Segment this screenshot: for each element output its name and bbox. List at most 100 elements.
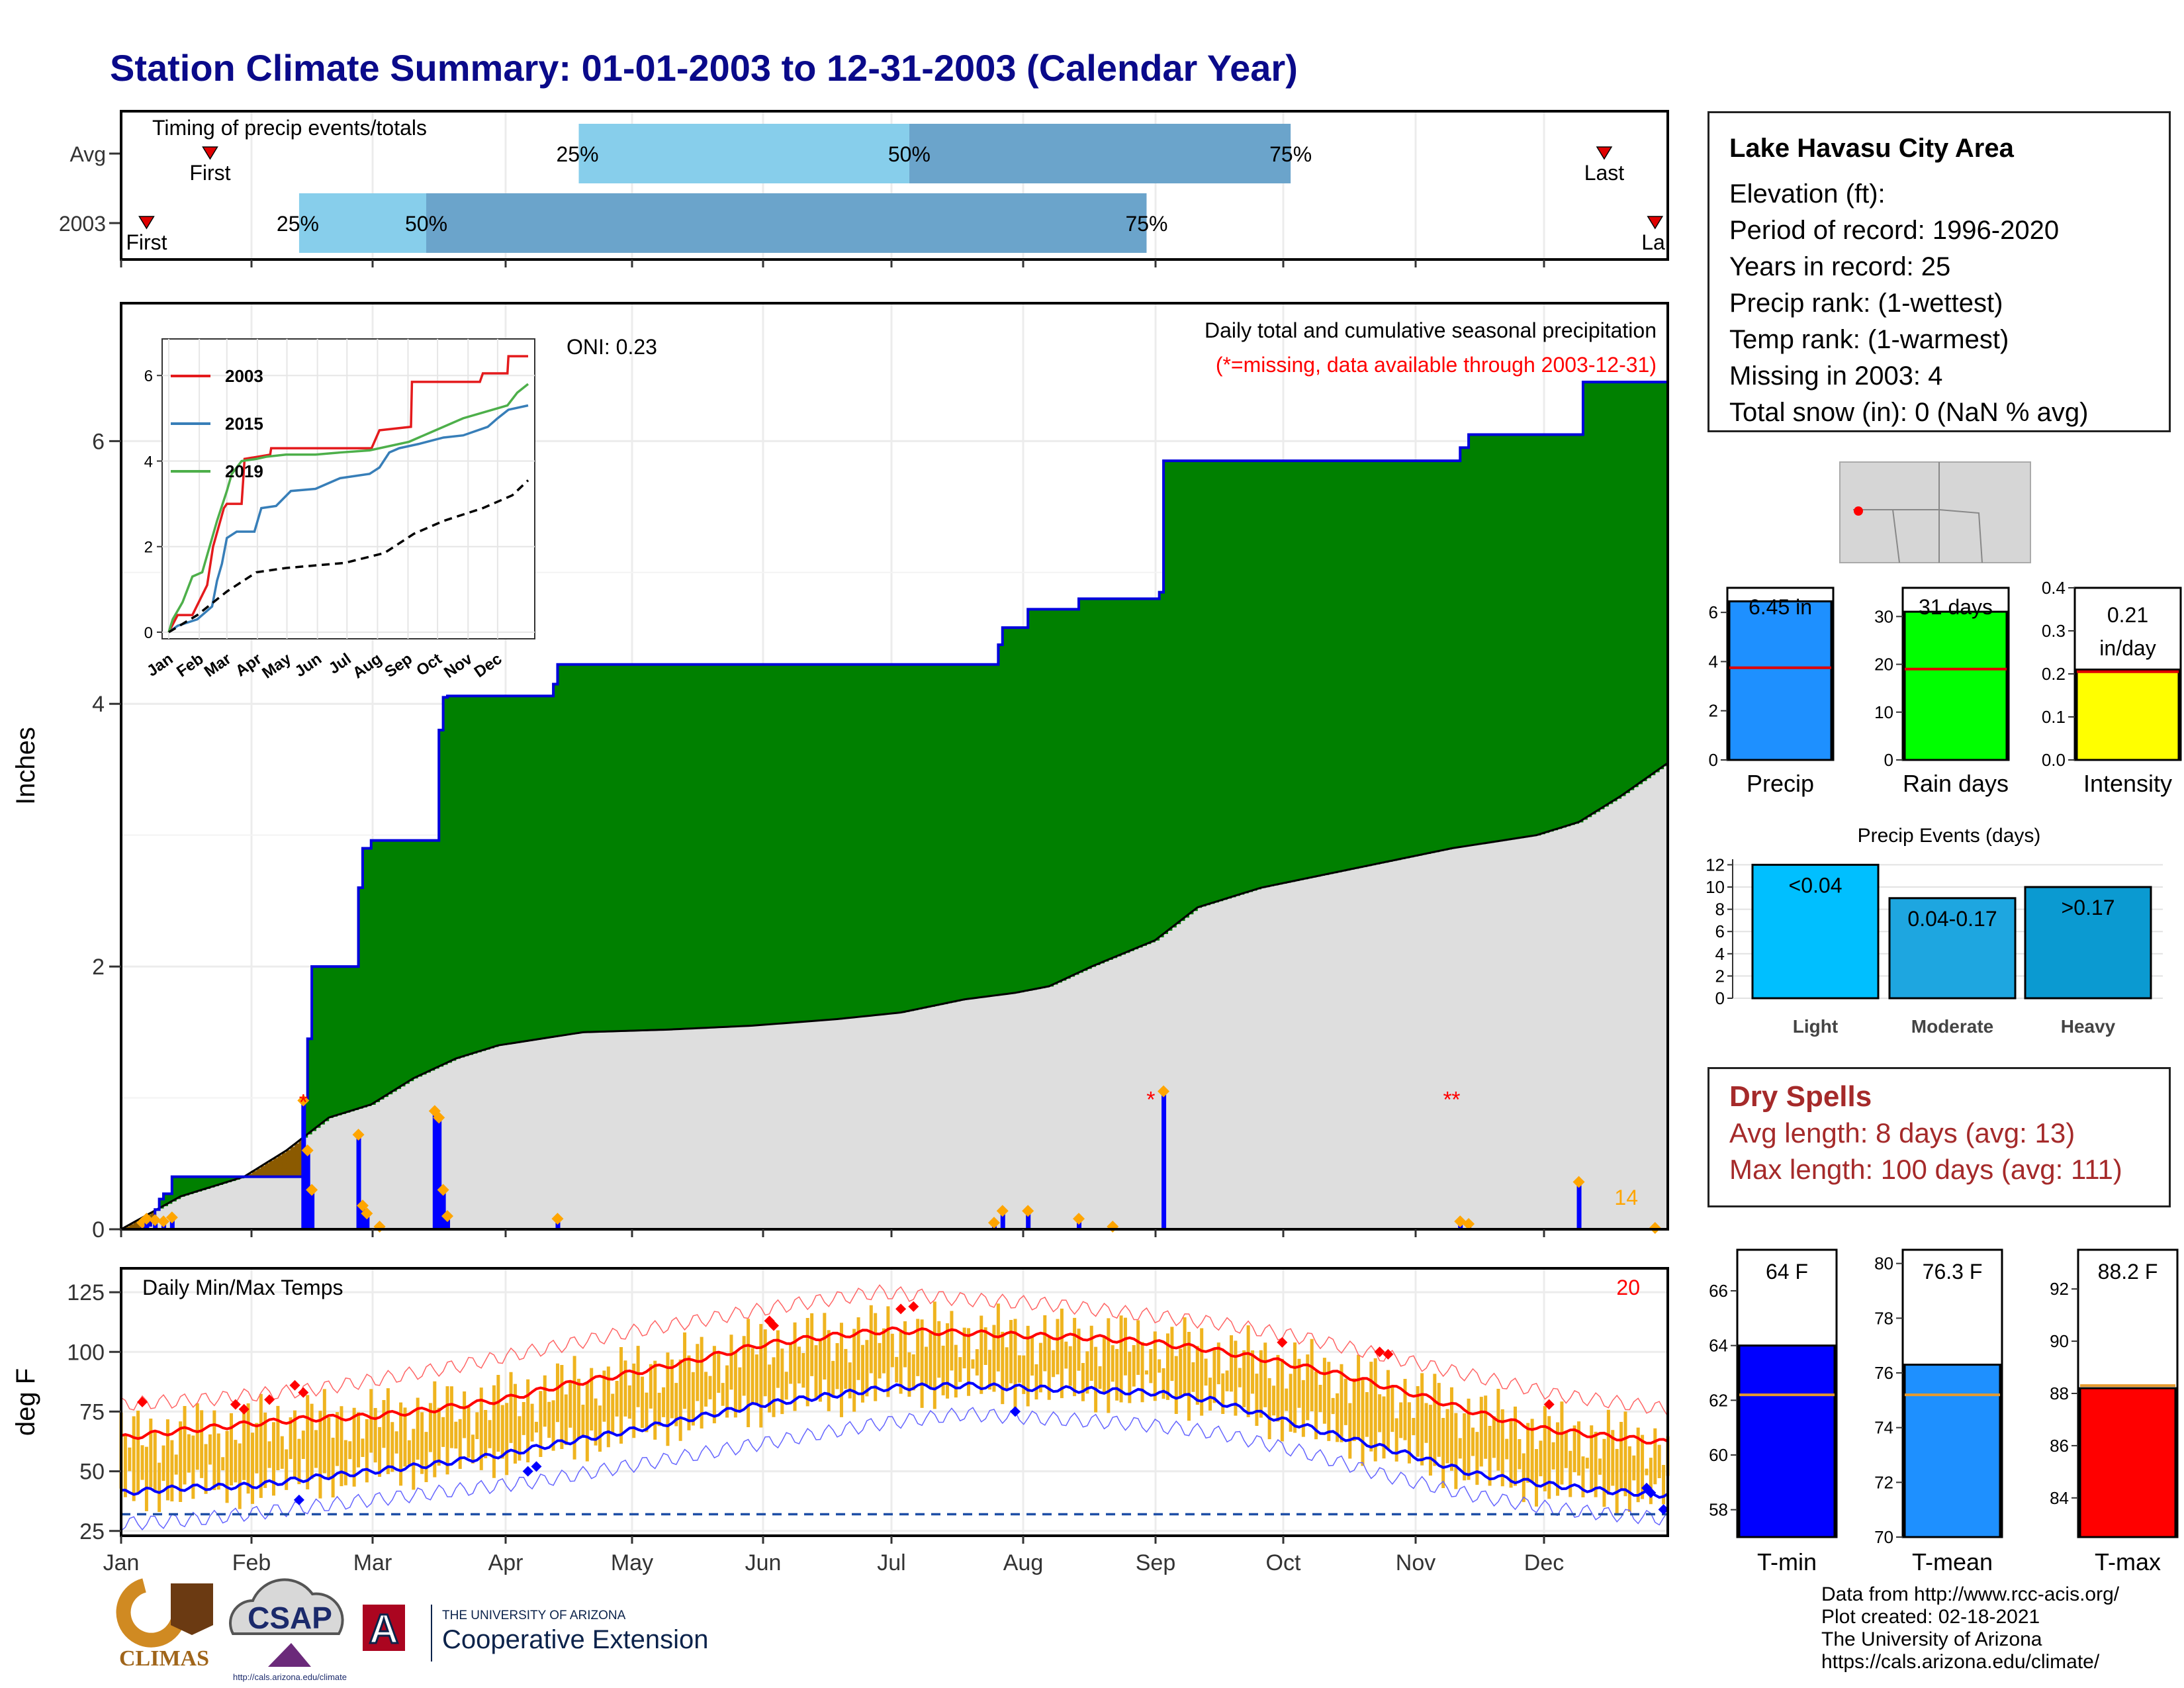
x-tick-label: Mar — [353, 1550, 392, 1575]
daily-precip-marker — [158, 1215, 170, 1228]
first-label: First — [126, 230, 167, 254]
ua-letter: A — [369, 1607, 399, 1652]
info-line: Elevation (ft): — [1729, 179, 1886, 209]
x-tick-label: Apr — [488, 1550, 523, 1575]
precip-frame — [120, 302, 1669, 1231]
daily-precip-bar — [360, 1205, 365, 1229]
tbar-T-min — [1738, 1344, 1836, 1538]
avg-cumulative-line — [120, 762, 1668, 1231]
record-high-marker — [895, 1303, 907, 1315]
climas-logo-text: CLIMAS — [119, 1646, 209, 1671]
last-marker — [1647, 216, 1664, 230]
daily-precip-bar — [1026, 1211, 1031, 1229]
record-high-marker — [1277, 1336, 1288, 1348]
record-high-marker — [230, 1399, 241, 1410]
mini-axis-label: Intensity — [2083, 770, 2172, 797]
avg-cumulative-area — [121, 763, 1668, 1229]
x-tick-label: May — [611, 1550, 653, 1575]
pct-label: 25% — [556, 142, 598, 166]
tbar-y-tick: 78 — [1874, 1308, 1893, 1328]
avg-max-line — [120, 1326, 1668, 1445]
mini-y-tick: 0 — [1709, 750, 1718, 770]
mini-axis-label: Precip — [1747, 770, 1814, 797]
first-label: First — [189, 161, 230, 185]
daily-precip-bar — [301, 1100, 306, 1229]
pct-label: 50% — [888, 142, 931, 166]
daily-precip-bar — [169, 1217, 175, 1229]
inset-line-2015 — [167, 404, 529, 633]
timing-panel: Timing of precip events/totals Avg 25% 50% 7… — [59, 110, 1669, 267]
daily-precip-marker — [356, 1199, 369, 1212]
last-label: Last — [1584, 161, 1625, 185]
record-low-marker — [522, 1466, 533, 1477]
csap-mountain — [268, 1643, 311, 1667]
info-line: Years in record: 25 — [1729, 252, 1951, 281]
locator-map-borders — [1853, 462, 1983, 563]
tbar-value-label: 76.3 F — [1923, 1260, 1983, 1284]
x-tick-label: Feb — [232, 1550, 271, 1575]
mini-y-tick: 0.0 — [2042, 750, 2066, 770]
y-tick-label: 25 — [79, 1519, 105, 1544]
footer-credits: Data from http://www.rcc-acis.org/ Plot … — [1821, 1583, 2119, 1673]
timing-title: Timing of precip events/totals — [152, 116, 427, 140]
mini-y-tick: 0.2 — [2042, 664, 2066, 684]
info-line: Total snow (in): 0 (NaN % avg) — [1729, 398, 2089, 427]
daily-precip-bar — [1000, 1211, 1005, 1229]
footer-line: https://cals.arizona.edu/climate/ — [1821, 1651, 2100, 1673]
daily-precip-marker — [441, 1210, 454, 1223]
daily-precip-bar — [432, 1111, 437, 1229]
tbar-T-max — [2079, 1387, 2177, 1538]
record-high-marker — [1543, 1399, 1555, 1410]
record-low-marker — [1009, 1406, 1021, 1417]
missing-marker: * — [299, 1090, 308, 1115]
record-low-line — [120, 1407, 1668, 1531]
events-bar-label: <0.04 — [1789, 873, 1843, 897]
mini-y-tick: 10 — [1874, 702, 1893, 722]
y-tick-label: 4 — [92, 692, 105, 717]
record-high-marker — [1374, 1346, 1385, 1358]
tbar-y-tick: 86 — [2050, 1436, 2069, 1456]
mini-value-label: 6.45 in — [1749, 595, 1812, 619]
events-y-tick: 8 — [1715, 900, 1725, 919]
y-tick-label: 2 — [92, 955, 105, 980]
record-high-line — [120, 1284, 1668, 1417]
record-high-marker — [908, 1301, 919, 1312]
missing-marker: * — [1146, 1088, 1155, 1113]
bar-50-75 — [909, 124, 1291, 183]
daily-temp-bars — [119, 1301, 1670, 1516]
mini-y-tick: 4 — [1709, 651, 1718, 671]
tbar-y-tick: 88 — [2050, 1383, 2069, 1403]
footer-line: The University of Arizona — [1821, 1628, 2042, 1650]
mini-axis-label: Rain days — [1903, 770, 2009, 797]
row-label: 2003 — [59, 212, 106, 236]
record-low-marker — [1645, 1487, 1657, 1499]
daily-precip-marker — [306, 1184, 318, 1196]
x-tick-label: Dec — [1524, 1550, 1564, 1575]
tbar-y-tick: 90 — [2050, 1331, 2069, 1351]
daily-precip-marker — [361, 1207, 373, 1220]
info-line: Missing in 2003: 4 — [1729, 361, 1943, 391]
daily-precip-marker — [297, 1094, 310, 1107]
tbar-axis-label: T-mean — [1912, 1548, 1993, 1575]
page-title: Station Climate Summary: 01-01-2003 to 1… — [110, 47, 1298, 89]
temp-title: Daily Min/Max Temps — [142, 1276, 343, 1299]
daily-precip-marker — [352, 1129, 365, 1141]
record-high-marker — [238, 1403, 250, 1415]
temp-panel: 25 50 75 100 125 Jan Feb Mar Apr May Jun Jul Aug Sep O… — [11, 1267, 1670, 1575]
mini-value-label: 31 days — [1919, 595, 1993, 619]
mini-value-label: 0.21 — [2107, 603, 2148, 627]
inset-y-tick: 4 — [144, 453, 153, 471]
dry-spells-avg: Avg length: 8 days (avg: 13) — [1729, 1117, 2075, 1149]
x-tick-label: Aug — [1003, 1550, 1044, 1575]
info-line: Period of record: 1996-2020 — [1729, 216, 2060, 245]
daily-precip-marker — [301, 1144, 314, 1156]
tbar-axis-label: T-min — [1757, 1548, 1817, 1575]
info-line: Precip rank: (1-wettest) — [1729, 289, 2003, 318]
y-tick-label: 50 — [79, 1460, 105, 1485]
pct-label: 25% — [277, 212, 319, 236]
x-tick-label: Nov — [1396, 1550, 1435, 1575]
first-marker — [138, 216, 155, 230]
tbar-y-tick: 84 — [2050, 1488, 2069, 1508]
x-tick-label: Oct — [1266, 1550, 1301, 1575]
